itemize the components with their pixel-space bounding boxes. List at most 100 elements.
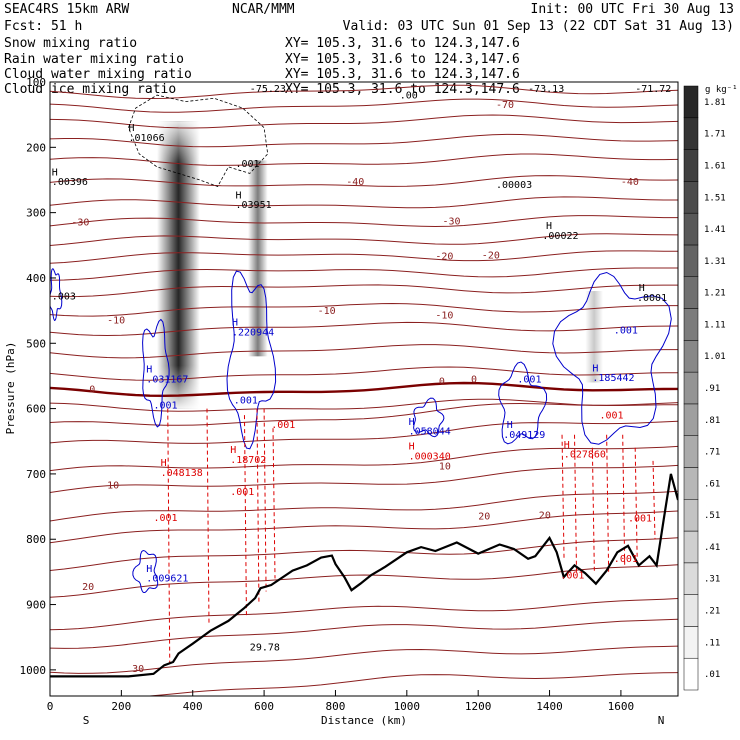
colorbar-label: 1.21 (704, 289, 726, 299)
isotherm-line (50, 344, 678, 359)
cloud-water-contour (226, 270, 277, 450)
cloud-water-label: H (146, 365, 152, 376)
rain-water-contour (256, 408, 260, 605)
y-axis: 1000 900 800 700 600 500 400 300 200 100 (20, 76, 56, 677)
colorbar-swatch (683, 276, 699, 309)
legend-rain-xy: XY= 105.3, 31.6 to 124.3,147.6 (285, 52, 520, 67)
colorbar-label: .71 (704, 448, 720, 458)
rain-water-label: .001 (628, 514, 652, 525)
x-axis-label: Distance (km) (321, 714, 407, 727)
isotherm-line (50, 98, 678, 113)
rain-water-label: .001 (614, 554, 638, 565)
isotherm-line (50, 402, 678, 426)
freezing-level-line (50, 381, 678, 398)
ice-snow-label: H (52, 167, 58, 178)
cloud-water-contours (50, 267, 672, 594)
cloud-water-label: H (507, 420, 513, 431)
isotherm-line (50, 133, 678, 148)
isotherm-line (50, 564, 678, 598)
isotherm-label: 0 (471, 375, 477, 386)
colorbar-label: 1.31 (704, 257, 726, 267)
cloud-water-contour (142, 318, 170, 428)
cloud-water-label: .001 (234, 395, 258, 406)
cloud-water-contour (132, 549, 159, 594)
rain-water-label: .001 (154, 513, 178, 524)
cloud-water-label: .001 (517, 375, 541, 386)
rain-water-label: .000340 (409, 452, 451, 463)
forecast-hour: Fcst: 51 h (4, 19, 82, 34)
legend-cloud-water: Cloud water mixing ratio (4, 67, 192, 82)
cloud-water-label: .001 (154, 401, 178, 412)
isotherm-label: 30 (132, 664, 144, 675)
ice-snow-label: H (129, 123, 135, 134)
cloud-water-label: H (409, 417, 415, 428)
colorbar-swatch (683, 308, 699, 341)
rain-water-label: .027860 (564, 450, 606, 461)
colorbar-swatch (683, 244, 699, 277)
y-tick-label: 400 (26, 272, 46, 285)
colorbar-swatch (683, 117, 699, 150)
endpoint-north: N (658, 714, 665, 727)
ice-snow-label: H (236, 190, 242, 201)
rain-water-label: H (409, 442, 415, 453)
legend-cloud-ice: Cloud ice mixing ratio (4, 82, 176, 97)
isotherm-label: -20 (435, 252, 453, 263)
y-tick-label: 300 (26, 207, 46, 220)
legend-snow-xy: XY= 105.3, 31.6 to 124.3,147.6 (285, 36, 520, 51)
isotherm-label: -10 (435, 311, 453, 322)
ice-snow-label: 29.78 (250, 642, 280, 653)
colorbar-unit: g kg⁻¹ (705, 85, 738, 95)
cloud-water-label: .001 (614, 326, 638, 337)
cloud-water-label: .058044 (409, 427, 451, 438)
y-tick-label: 600 (26, 403, 46, 416)
colorbar-swatch (683, 530, 699, 564)
ice-snow-label: .00 (400, 90, 418, 101)
x-tick-label: 1000 (394, 700, 421, 713)
isotherm-line (50, 321, 678, 337)
y-tick-label: 1000 (20, 664, 47, 677)
rain-water-contour (591, 447, 595, 572)
ice-snow-label: .0001 (637, 293, 667, 304)
rain-water-contour (622, 434, 626, 566)
ice-snow-label: .03951 (236, 200, 272, 211)
legend-rain: Rain water mixing ratio (4, 52, 184, 67)
y-tick-label: 800 (26, 533, 46, 546)
isotherm-line (50, 445, 678, 472)
colorbar-swatch (683, 657, 699, 691)
colorbar-label: .01 (704, 670, 720, 680)
colorbar-label: .91 (704, 384, 720, 394)
ice-snow-label: .00003 (496, 180, 532, 191)
isotherm-label: -10 (107, 316, 125, 327)
isotherm-label: 10 (439, 461, 451, 472)
colorbar-label: 1.01 (704, 352, 726, 362)
isotherm-line (50, 233, 678, 246)
colorbar-swatch (683, 85, 699, 119)
rain-water-contour (652, 460, 656, 540)
colorbar-label: .41 (704, 543, 720, 553)
legend-snow: Snow mixing ratio (4, 36, 137, 51)
ice-snow-label: .003 (52, 292, 76, 303)
isotherm-line (50, 302, 678, 317)
y-tick-label: 200 (26, 141, 46, 154)
endpoint-south: S (83, 714, 90, 727)
rain-water-label: .001 (560, 570, 584, 581)
isotherm-line (50, 510, 678, 544)
rain-water-contour (272, 428, 276, 579)
rain-water-label: .001 (230, 487, 254, 498)
snow-column-north (585, 291, 604, 383)
colorbar-label: 1.61 (704, 162, 726, 172)
center-label: NCAR/MMM (232, 2, 295, 17)
legend-cloud-water-xy: XY= 105.3, 31.6 to 124.3,147.6 (285, 67, 520, 82)
rain-water-contour (634, 447, 638, 559)
colorbar-swatch (683, 626, 699, 659)
x-axis: 0 200 400 600 800 1000 1200 1400 1600 (47, 690, 634, 713)
y-tick-label: 500 (26, 337, 46, 350)
colorbar-swatch (683, 594, 699, 627)
cloud-water-contour (498, 361, 548, 445)
isotherm-line (50, 215, 678, 228)
isotherm-label: 10 (107, 480, 119, 491)
isotherm-label: 20 (539, 510, 551, 521)
isotherm-label: 20 (478, 512, 490, 523)
colorbar-label: .81 (704, 416, 720, 426)
